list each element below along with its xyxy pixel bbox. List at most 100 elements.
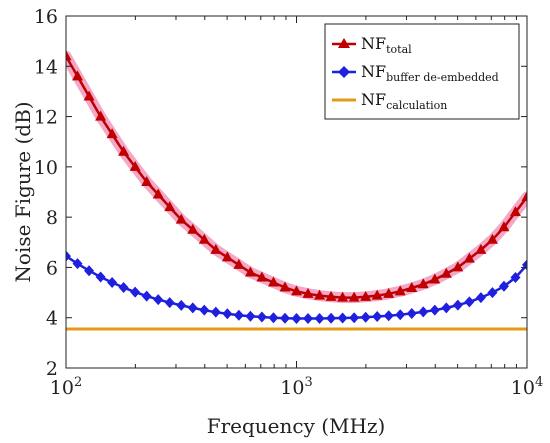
legend-sub-calculation: calculation bbox=[386, 99, 447, 112]
data-point-diamond bbox=[372, 310, 383, 322]
data-point-triangle bbox=[463, 252, 475, 263]
data-point-triangle bbox=[486, 233, 498, 244]
data-point-diamond bbox=[291, 312, 302, 324]
legend-sub-buffer: buffer de-embedded bbox=[386, 71, 499, 84]
data-point-diamond bbox=[130, 286, 141, 298]
legend-label-buffer: NFbuffer de-embedded bbox=[361, 62, 499, 84]
y-tick-label: 12 bbox=[34, 107, 58, 129]
data-point-triangle bbox=[406, 282, 418, 293]
data-point-diamond bbox=[360, 311, 371, 323]
data-point-triangle bbox=[348, 291, 360, 302]
data-point-diamond bbox=[498, 280, 509, 292]
data-point-diamond bbox=[84, 265, 95, 277]
x-tick-label: 102 bbox=[50, 375, 82, 399]
data-point-diamond bbox=[326, 312, 337, 324]
data-point-triangle bbox=[106, 128, 118, 139]
y-tick-label: 2 bbox=[46, 358, 58, 380]
data-point-diamond bbox=[118, 282, 129, 294]
data-point-triangle bbox=[521, 191, 527, 202]
y-tick-label: 6 bbox=[46, 257, 58, 279]
legend-marker-total bbox=[338, 38, 350, 48]
y-tick-label: 16 bbox=[34, 6, 58, 28]
data-point-triangle bbox=[152, 188, 164, 199]
data-point-diamond bbox=[337, 312, 348, 324]
data-point-diamond bbox=[441, 302, 452, 314]
data-point-triangle bbox=[66, 50, 72, 61]
data-point-diamond bbox=[487, 287, 498, 299]
data-point-triangle bbox=[187, 223, 199, 234]
legend-label-calculation: NFcalculation bbox=[361, 90, 447, 112]
legend-sub-total: total bbox=[386, 43, 412, 56]
y-tick-label: 8 bbox=[46, 207, 58, 229]
x-tick-label: 104 bbox=[511, 375, 543, 399]
data-point-diamond bbox=[164, 297, 175, 309]
data-point-triangle bbox=[394, 285, 406, 296]
legend-marker-buffer bbox=[338, 66, 350, 78]
legend-main-buffer: NF bbox=[361, 62, 386, 81]
data-point-triangle bbox=[452, 261, 464, 272]
data-point-triangle bbox=[325, 290, 337, 301]
data-point-diamond bbox=[268, 312, 279, 324]
data-point-diamond bbox=[107, 277, 118, 289]
data-point-triangle bbox=[164, 201, 176, 212]
y-tick-label: 10 bbox=[34, 157, 58, 179]
data-point-triangle bbox=[141, 175, 153, 186]
data-point-diamond bbox=[279, 312, 290, 324]
data-point-triangle bbox=[175, 213, 187, 224]
data-point-triangle bbox=[210, 243, 222, 254]
data-point-triangle bbox=[498, 221, 510, 232]
data-point-diamond bbox=[383, 310, 394, 322]
data-point-diamond bbox=[210, 306, 221, 318]
data-point-triangle bbox=[118, 145, 130, 156]
legend: NFtotal NFbuffer de-embedded NFcalculati… bbox=[324, 23, 520, 120]
data-point-diamond bbox=[349, 312, 360, 324]
y-axis-title: Noise Figure (dB) bbox=[11, 101, 35, 282]
data-point-triangle bbox=[244, 266, 256, 277]
data-point-diamond bbox=[66, 250, 71, 262]
x-axis-title: Frequency (MHz) bbox=[207, 414, 386, 438]
data-point-diamond bbox=[452, 299, 463, 311]
legend-main-total: NF bbox=[361, 34, 386, 53]
series-buffer-de-embedded bbox=[66, 250, 527, 324]
data-point-diamond bbox=[153, 294, 164, 306]
x-tick-label: 103 bbox=[280, 375, 312, 399]
data-point-triangle bbox=[429, 273, 441, 284]
data-point-diamond bbox=[510, 271, 521, 283]
data-point-triangle bbox=[509, 206, 521, 217]
data-point-diamond bbox=[395, 309, 406, 321]
data-point-triangle bbox=[417, 278, 429, 289]
data-point-triangle bbox=[337, 291, 349, 302]
data-point-diamond bbox=[176, 299, 187, 311]
data-point-diamond bbox=[95, 271, 106, 283]
data-point-diamond bbox=[222, 308, 233, 320]
data-point-triangle bbox=[279, 281, 291, 292]
legend-box bbox=[324, 23, 520, 120]
legend-entry-calculation: NFcalculation bbox=[332, 90, 447, 112]
data-point-triangle bbox=[383, 287, 395, 298]
data-point-diamond bbox=[72, 258, 83, 270]
data-point-triangle bbox=[221, 251, 233, 262]
data-point-triangle bbox=[72, 70, 84, 81]
legend-entry-total: NFtotal bbox=[332, 34, 412, 56]
y-tick-label: 14 bbox=[34, 56, 58, 78]
data-point-triangle bbox=[233, 258, 245, 269]
data-point-triangle bbox=[475, 243, 487, 254]
data-point-diamond bbox=[141, 290, 152, 302]
series-layer bbox=[66, 50, 527, 331]
data-point-triangle bbox=[95, 110, 107, 121]
data-point-triangle bbox=[440, 267, 452, 278]
data-point-triangle bbox=[267, 276, 279, 287]
data-point-triangle bbox=[256, 271, 268, 282]
data-point-diamond bbox=[418, 306, 429, 318]
data-point-diamond bbox=[314, 312, 325, 324]
data-point-triangle bbox=[129, 160, 141, 171]
data-point-triangle bbox=[360, 290, 372, 301]
data-point-diamond bbox=[256, 311, 267, 323]
data-point-diamond bbox=[475, 292, 486, 304]
data-point-diamond bbox=[406, 307, 417, 319]
series-total bbox=[66, 50, 527, 304]
data-point-diamond bbox=[245, 310, 256, 322]
data-point-diamond bbox=[429, 304, 440, 316]
y-tick-label: 4 bbox=[46, 308, 58, 330]
data-point-diamond bbox=[199, 304, 210, 316]
